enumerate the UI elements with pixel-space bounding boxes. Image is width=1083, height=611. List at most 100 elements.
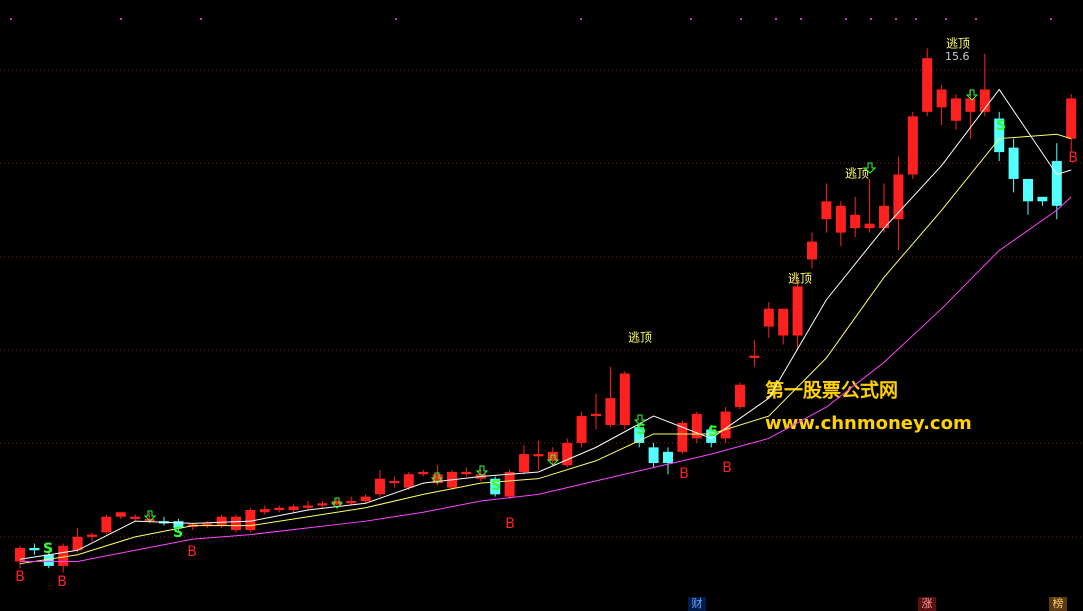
sell-arrow bbox=[863, 162, 877, 174]
tab-bg bbox=[918, 597, 936, 611]
top-dot bbox=[975, 18, 977, 20]
escape-top-label: 逃顶 bbox=[628, 331, 652, 345]
buy-signal: B bbox=[1068, 150, 1078, 166]
buy-signal: B bbox=[505, 516, 515, 532]
candle-body bbox=[879, 205, 889, 229]
buy-signal: B bbox=[15, 569, 25, 585]
candle-body bbox=[15, 548, 25, 562]
candle-body bbox=[288, 506, 299, 510]
candle-body bbox=[763, 308, 774, 327]
sell-arrow bbox=[430, 472, 444, 484]
top-dot bbox=[870, 18, 872, 20]
top-dot bbox=[1050, 18, 1052, 20]
candle-body bbox=[936, 89, 947, 108]
watermark-title: 第一股票公式网 bbox=[765, 379, 898, 402]
candle-body bbox=[922, 58, 933, 112]
candle-body bbox=[245, 510, 256, 531]
candle-body bbox=[1008, 147, 1019, 179]
top-dot bbox=[895, 18, 897, 20]
candle-body bbox=[951, 98, 961, 121]
candle-body bbox=[58, 545, 69, 566]
candle-body bbox=[504, 471, 515, 497]
moving-average bbox=[19, 88, 1072, 560]
top-dot bbox=[800, 18, 802, 20]
candle-body bbox=[807, 241, 817, 260]
sell-signal: S bbox=[43, 541, 53, 557]
candle-body bbox=[130, 516, 141, 519]
candle-body bbox=[648, 447, 659, 464]
sell-arrow bbox=[330, 497, 344, 509]
candle-body bbox=[389, 480, 400, 484]
moving-average bbox=[19, 133, 1072, 565]
candle-body bbox=[216, 516, 227, 526]
candle-body bbox=[749, 355, 760, 358]
candle-body bbox=[317, 503, 328, 506]
candle-body bbox=[821, 201, 832, 220]
buy-signal: B bbox=[679, 466, 689, 482]
moving-average bbox=[20, 196, 1072, 562]
candle-body bbox=[893, 174, 904, 220]
candle-body bbox=[202, 523, 213, 526]
top-dot bbox=[845, 18, 847, 20]
candle-body bbox=[375, 478, 385, 495]
top-dot bbox=[775, 18, 777, 20]
candle-body bbox=[835, 205, 846, 233]
candle-body bbox=[519, 454, 529, 472]
top-dot bbox=[740, 18, 742, 20]
candle-body bbox=[979, 89, 990, 112]
candle-body bbox=[432, 474, 443, 484]
candle-body bbox=[72, 536, 83, 551]
candle-body bbox=[547, 451, 558, 461]
candle-body bbox=[490, 478, 501, 495]
candle-body bbox=[331, 501, 342, 505]
tab-bg bbox=[688, 597, 706, 611]
candle-body bbox=[461, 471, 472, 475]
candle-body bbox=[634, 427, 645, 443]
sell-signal: S bbox=[636, 422, 646, 438]
candle-body bbox=[562, 442, 573, 466]
candle-body bbox=[619, 373, 630, 425]
candle-body bbox=[115, 512, 126, 517]
top-dot bbox=[120, 18, 122, 20]
tab[interactable]: 榜 bbox=[1053, 596, 1064, 610]
candle-body bbox=[591, 413, 601, 417]
candle-body bbox=[965, 98, 976, 112]
candle-body bbox=[576, 416, 587, 443]
escape-top-label: 逃顶 bbox=[845, 167, 869, 181]
top-dot bbox=[945, 18, 947, 20]
sell-arrow bbox=[143, 510, 157, 522]
escape-top-label: 逃顶 bbox=[788, 272, 812, 286]
high-price-label: 15.6 bbox=[945, 50, 970, 63]
candle-body bbox=[1051, 161, 1062, 206]
sell-arrow bbox=[965, 89, 979, 101]
candle-body bbox=[663, 451, 673, 464]
buy-signal: B bbox=[57, 574, 67, 590]
watermark-url: www.chnmoney.com bbox=[765, 413, 972, 434]
tab[interactable]: 涨 bbox=[922, 597, 933, 610]
tab-bg bbox=[1049, 597, 1067, 611]
top-dot bbox=[915, 18, 917, 20]
candle-body bbox=[303, 505, 313, 508]
sell-signal: S bbox=[708, 424, 718, 440]
candle-body bbox=[850, 214, 861, 229]
candle-body bbox=[29, 548, 40, 551]
sell-signal: S bbox=[173, 525, 183, 541]
top-dot bbox=[580, 18, 582, 20]
top-dot bbox=[10, 18, 12, 20]
candle-body bbox=[706, 429, 717, 443]
candle-body bbox=[677, 422, 688, 452]
sell-arrow bbox=[475, 465, 489, 477]
sell-signal: S bbox=[996, 118, 1006, 134]
candle-body bbox=[43, 554, 54, 566]
top-dot bbox=[200, 18, 202, 20]
tab[interactable]: 财 bbox=[692, 596, 703, 610]
candle-body bbox=[792, 286, 803, 336]
buy-signal: B bbox=[187, 544, 197, 560]
sell-signal: S bbox=[491, 478, 501, 494]
candle-body bbox=[101, 516, 112, 533]
candle-body bbox=[173, 521, 184, 528]
candle-body bbox=[1066, 98, 1077, 139]
top-dot bbox=[395, 18, 397, 20]
